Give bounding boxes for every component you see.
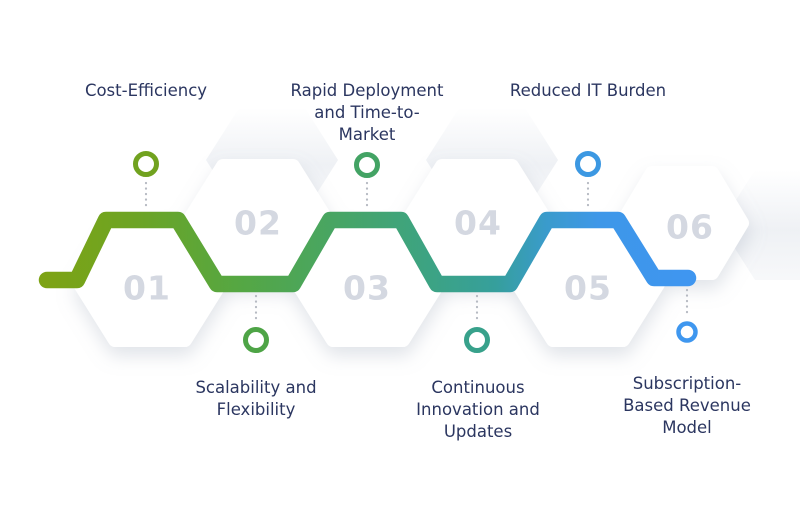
step-label-continuous-innovation: Continuous Innovation and Updates bbox=[416, 378, 540, 441]
step-label-reduced-it-burden: Reduced IT Burden bbox=[509, 81, 667, 100]
step-number-4: 04 bbox=[454, 203, 502, 243]
connector-group bbox=[144, 181, 689, 324]
step-label-subscription-revenue: Subscription- Based Revenue Model bbox=[623, 374, 751, 437]
step-marker-circle-1 bbox=[133, 151, 159, 177]
step-marker-circle-2 bbox=[243, 327, 269, 353]
step-label-rapid-deployment: Rapid Deployment and Time-to- Market bbox=[290, 81, 444, 144]
step-number-5: 05 bbox=[564, 268, 612, 308]
faded-hexagon bbox=[720, 170, 800, 280]
zigzag-timeline-path bbox=[38, 211, 697, 293]
step-marker-circle-6 bbox=[676, 321, 698, 343]
step-number-2: 02 bbox=[234, 203, 282, 243]
step-marker-circle-3 bbox=[354, 152, 380, 178]
marker-group bbox=[133, 151, 698, 353]
step-label-cost-efficiency: Cost-Efficiency bbox=[84, 81, 208, 100]
step-marker-circle-5 bbox=[575, 151, 601, 177]
step-marker-circle-4 bbox=[464, 327, 490, 353]
step-number-1: 01 bbox=[123, 268, 171, 308]
step-number-6: 06 bbox=[666, 207, 714, 247]
step-label-scalability-flexibility: Scalability and Flexibility bbox=[195, 378, 317, 419]
step-number-3: 03 bbox=[343, 268, 391, 308]
